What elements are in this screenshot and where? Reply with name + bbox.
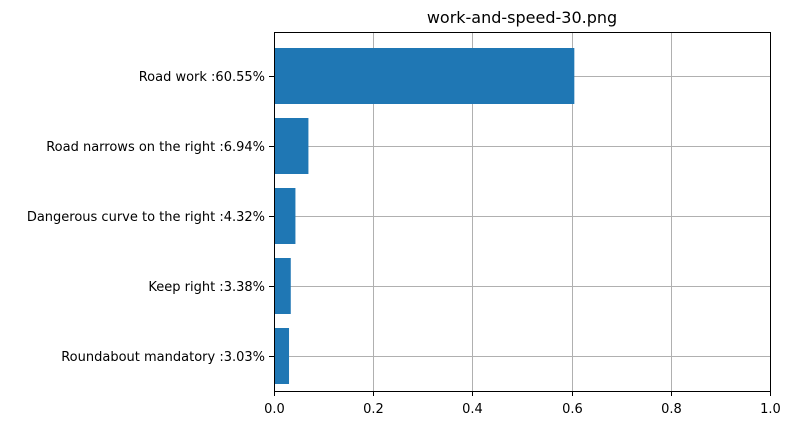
y-tick-label: Keep right :3.38% (148, 280, 265, 295)
x-tick-label: 1.0 (760, 402, 781, 417)
ticks: 0.0 0.2 0.4 0.6 0.8 1.0 Road work :60.55% Road … (27, 70, 781, 417)
y-tick-label: Dangerous curve to the right :4.32% (27, 210, 265, 225)
axes-frame (274, 32, 771, 392)
bar (274, 118, 309, 174)
bar (274, 328, 290, 384)
chart-title: work-and-speed-30.png (427, 8, 617, 27)
bar (274, 48, 575, 104)
x-tick-label: 0.6 (562, 402, 583, 417)
bar (274, 258, 291, 314)
y-tick-label: Roundabout mandatory :3.03% (61, 350, 265, 365)
x-tick-label: 0.0 (264, 402, 285, 417)
x-tick-label: 0.8 (661, 402, 682, 417)
bars (274, 48, 575, 384)
y-tick-label: Road narrows on the right :6.94% (46, 140, 265, 155)
x-tick-label: 0.4 (462, 402, 483, 417)
bar (274, 188, 296, 244)
x-tick-label: 0.2 (363, 402, 384, 417)
y-tick-label: Road work :60.55% (139, 70, 265, 85)
